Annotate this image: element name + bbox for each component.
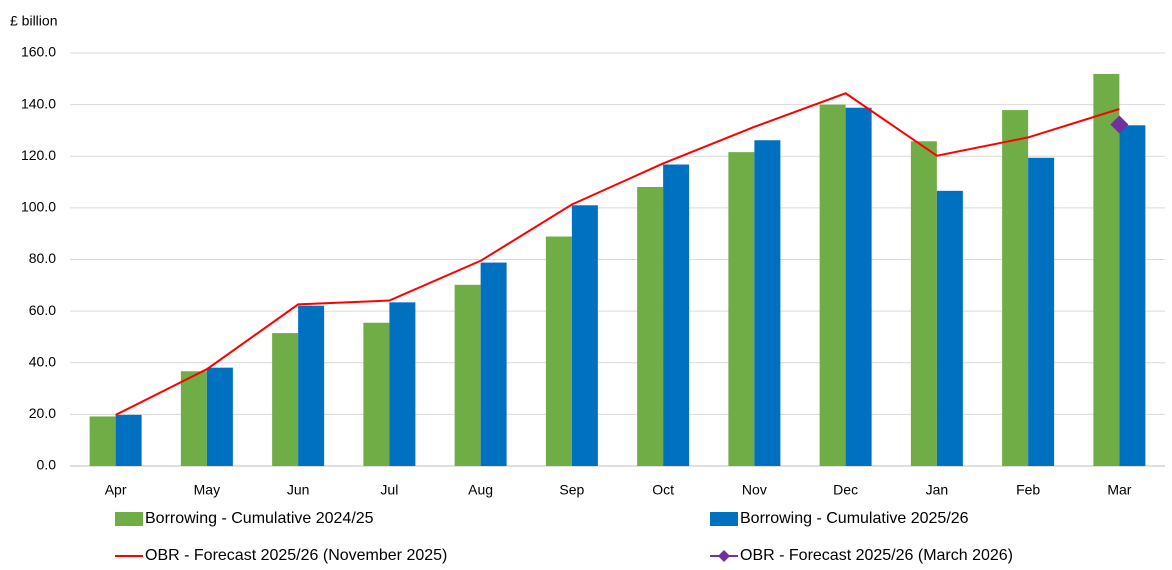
point	[1110, 115, 1129, 134]
bar	[89, 416, 116, 466]
legend-swatch	[115, 512, 143, 526]
x-tick-label: Sep	[559, 482, 584, 498]
x-tick-label: May	[194, 482, 220, 498]
y-tick-label: 120.0	[21, 147, 56, 163]
legend-label: OBR - Forecast 2025/26 (March 2026)	[740, 547, 1013, 564]
bar	[754, 140, 781, 466]
bar	[1002, 110, 1029, 466]
bar	[545, 236, 572, 466]
y-tick-label: 20.0	[29, 405, 56, 421]
x-tick-label: Nov	[742, 482, 767, 498]
y-tick-label: 80.0	[29, 250, 56, 266]
y-axis-label: £ billion	[10, 13, 57, 29]
bar	[910, 141, 937, 466]
bar	[663, 164, 690, 466]
x-tick-label: Dec	[833, 482, 858, 498]
y-tick-label: 100.0	[21, 199, 56, 215]
x-tick-label: Jun	[287, 482, 310, 498]
legend: Borrowing - Cumulative 2024/25 Borrowing …	[115, 510, 1013, 564]
x-tick-label: Feb	[1016, 482, 1040, 498]
legend-label: OBR - Forecast 2025/26 (November 2025)	[145, 547, 447, 564]
y-tick-label: 60.0	[29, 302, 56, 318]
bar	[728, 152, 755, 466]
bar	[1093, 73, 1120, 466]
bar	[180, 371, 207, 466]
bar	[1119, 125, 1146, 467]
line	[115, 92, 1120, 416]
legend-swatch	[718, 550, 730, 562]
bar	[454, 284, 481, 466]
x-tick-label: Jan	[926, 482, 949, 498]
legend-swatch	[710, 512, 738, 526]
y-tick-label: 160.0	[21, 44, 56, 60]
bar	[298, 305, 325, 466]
x-tick-label: Oct	[652, 482, 674, 498]
bar	[480, 262, 507, 466]
bar	[206, 367, 233, 466]
x-tick-label: Apr	[105, 482, 127, 498]
y-tick-label: 0.0	[37, 457, 57, 473]
legend-label: Borrowing - Cumulative 2024/25	[145, 510, 374, 527]
bar	[363, 322, 390, 466]
x-tick-label: Mar	[1107, 482, 1131, 498]
bar	[272, 333, 299, 466]
bar	[637, 186, 664, 467]
bar	[115, 414, 142, 466]
y-tick-label: 40.0	[29, 353, 56, 369]
bar	[936, 190, 963, 466]
bar	[1028, 157, 1055, 466]
bar	[845, 107, 872, 466]
x-tick-label: Aug	[468, 482, 493, 498]
y-tick-label: 140.0	[21, 95, 56, 111]
bar	[571, 205, 598, 466]
legend-label: Borrowing - Cumulative 2025/26	[740, 510, 969, 527]
bar	[389, 302, 416, 466]
bar	[819, 104, 846, 466]
x-tick-label: Jul	[380, 482, 398, 498]
